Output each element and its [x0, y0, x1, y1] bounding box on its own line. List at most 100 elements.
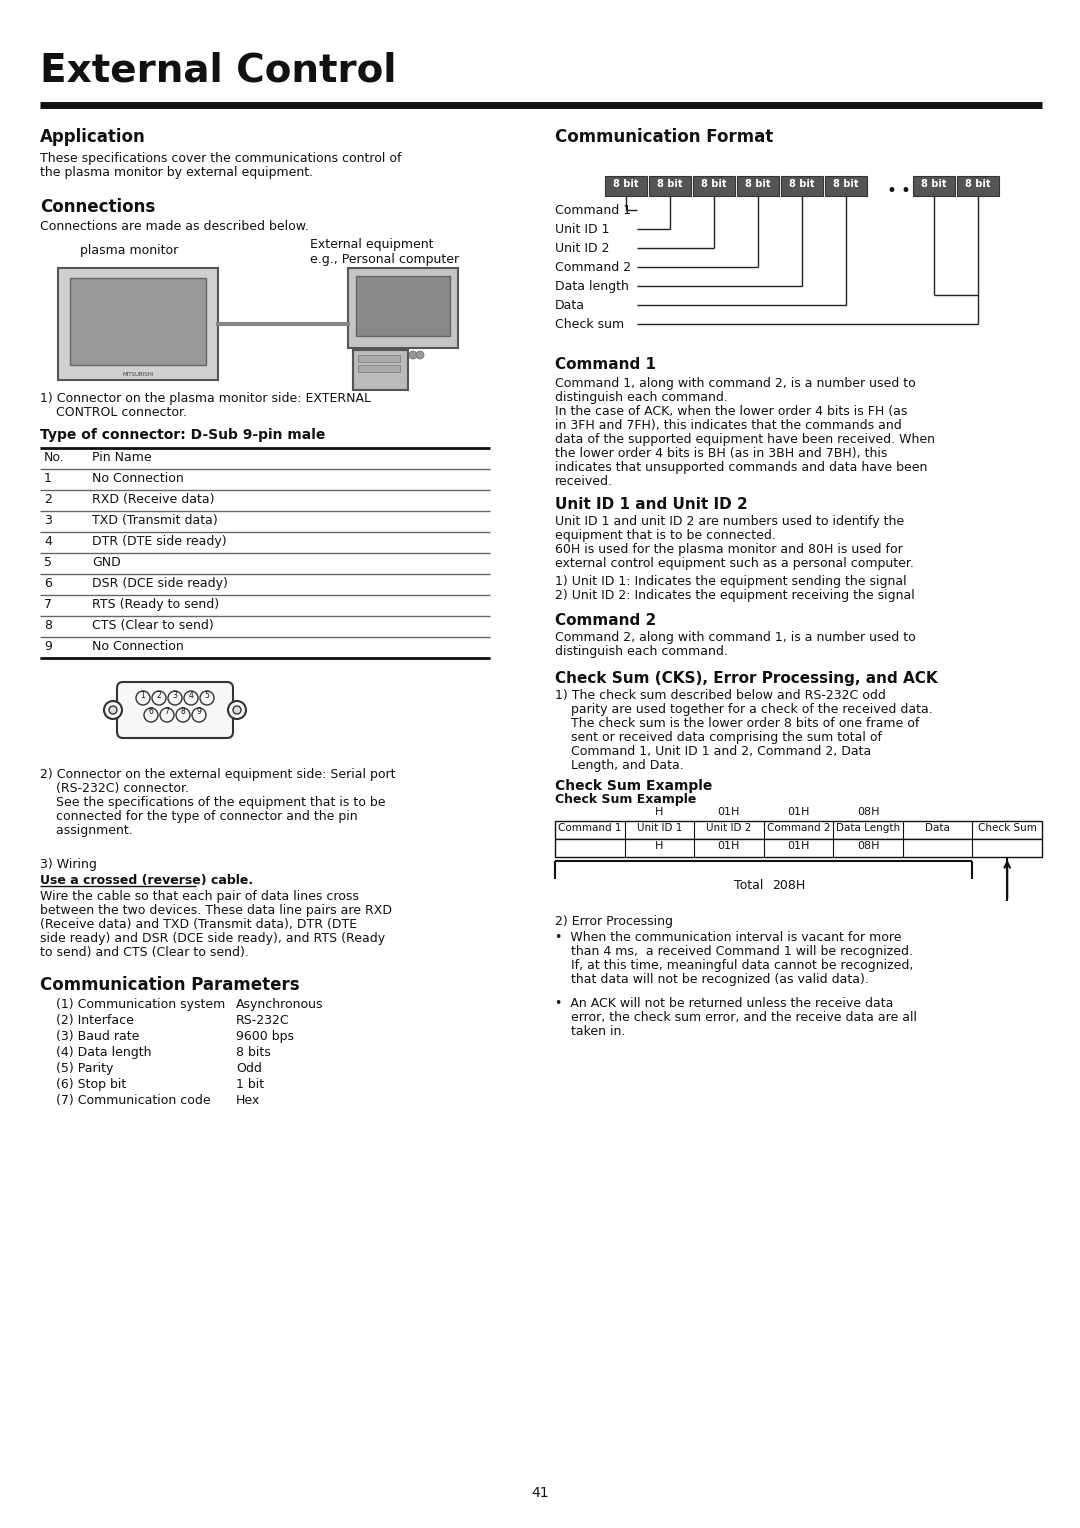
Text: H: H	[656, 840, 663, 851]
Text: 3: 3	[44, 513, 52, 527]
Text: Check sum: Check sum	[555, 318, 624, 332]
Bar	[356, 277, 450, 336]
Text: Check Sum Example: Check Sum Example	[555, 779, 713, 793]
Text: 3) Wiring: 3) Wiring	[40, 859, 97, 871]
Text: e.g., Personal computer: e.g., Personal computer	[310, 254, 459, 266]
Circle shape	[136, 691, 150, 704]
Bar	[825, 176, 867, 196]
Text: GND: GND	[92, 556, 121, 568]
Text: distinguish each command.: distinguish each command.	[555, 391, 728, 403]
Text: side ready) and DSR (DCE side ready), and RTS (Ready: side ready) and DSR (DCE side ready), an…	[40, 932, 386, 944]
Text: Total: Total	[734, 879, 764, 892]
Text: No Connection: No Connection	[92, 472, 184, 484]
Text: 2: 2	[157, 691, 161, 700]
Text: external control equipment such as a personal computer.: external control equipment such as a per…	[555, 558, 914, 570]
Text: Unit ID 2: Unit ID 2	[706, 824, 752, 833]
Text: 8 bit: 8 bit	[834, 179, 859, 189]
Text: indicates that unsupported commands and data have been: indicates that unsupported commands and …	[555, 461, 928, 474]
Text: No.: No.	[44, 451, 65, 465]
Text: Command 1: Command 1	[555, 205, 631, 217]
Text: 1: 1	[140, 691, 146, 700]
Bar	[781, 176, 823, 196]
Text: Check Sum: Check Sum	[977, 824, 1037, 833]
Text: Length, and Data.: Length, and Data.	[555, 759, 684, 772]
Text: (2) Interface: (2) Interface	[56, 1015, 134, 1027]
FancyBboxPatch shape	[117, 681, 233, 738]
Text: Command 1: Command 1	[555, 358, 656, 371]
Text: CONTROL connector.: CONTROL connector.	[40, 406, 187, 419]
Text: 2) Connector on the external equipment side: Serial port: 2) Connector on the external equipment s…	[40, 769, 395, 781]
Bar	[913, 176, 955, 196]
Circle shape	[184, 691, 198, 704]
Bar	[353, 350, 408, 390]
Text: RTS (Ready to send): RTS (Ready to send)	[92, 597, 219, 611]
Text: that data will not be recognized (as valid data).: that data will not be recognized (as val…	[555, 973, 869, 986]
Text: •: •	[886, 182, 896, 200]
Text: Command 2: Command 2	[555, 261, 631, 274]
Text: (7) Communication code: (7) Communication code	[56, 1094, 211, 1106]
Text: 8: 8	[44, 619, 52, 633]
Text: Data Length: Data Length	[836, 824, 900, 833]
Text: 2) Error Processing: 2) Error Processing	[555, 915, 673, 927]
Text: •: •	[900, 182, 910, 200]
Text: Unit ID 1 and unit ID 2 are numbers used to identify the: Unit ID 1 and unit ID 2 are numbers used…	[555, 515, 904, 529]
Text: Data: Data	[926, 824, 950, 833]
Text: Type of connector: D-Sub 9-pin male: Type of connector: D-Sub 9-pin male	[40, 428, 325, 442]
Text: RXD (Receive data): RXD (Receive data)	[92, 494, 215, 506]
Text: to send) and CTS (Clear to send).: to send) and CTS (Clear to send).	[40, 946, 248, 960]
Text: 208H: 208H	[772, 879, 805, 892]
Text: equipment that is to be connected.: equipment that is to be connected.	[555, 529, 775, 542]
Text: 1) The check sum described below and RS-232C odd: 1) The check sum described below and RS-…	[555, 689, 886, 701]
Text: Unit ID 2: Unit ID 2	[555, 241, 609, 255]
Text: (6) Stop bit: (6) Stop bit	[56, 1077, 126, 1091]
Circle shape	[233, 706, 241, 714]
Text: connected for the type of connector and the pin: connected for the type of connector and …	[40, 810, 357, 824]
Bar	[555, 839, 1042, 857]
Text: distinguish each command.: distinguish each command.	[555, 645, 728, 659]
Text: Connections: Connections	[40, 199, 156, 215]
Circle shape	[409, 351, 417, 359]
Circle shape	[416, 351, 424, 359]
Text: 1: 1	[44, 472, 52, 484]
Text: 7: 7	[44, 597, 52, 611]
Text: Unit ID 1: Unit ID 1	[637, 824, 683, 833]
Text: Hex: Hex	[237, 1094, 260, 1106]
Text: 8 bit: 8 bit	[745, 179, 771, 189]
Text: 1) Unit ID 1: Indicates the equipment sending the signal: 1) Unit ID 1: Indicates the equipment se…	[555, 575, 906, 588]
Text: plasma monitor: plasma monitor	[80, 244, 178, 257]
Text: •  When the communication interval is vacant for more: • When the communication interval is vac…	[555, 931, 902, 944]
Text: 9: 9	[197, 707, 202, 717]
Text: 6: 6	[149, 707, 153, 717]
Bar	[70, 278, 206, 365]
Circle shape	[109, 706, 117, 714]
Bar	[348, 267, 458, 348]
Text: 8: 8	[180, 707, 186, 717]
Text: Command 2: Command 2	[555, 613, 657, 628]
Text: Asynchronous: Asynchronous	[237, 998, 324, 1012]
Text: 8 bit: 8 bit	[701, 179, 727, 189]
Text: The check sum is the lower order 8 bits of one frame of: The check sum is the lower order 8 bits …	[555, 717, 919, 730]
Text: 8 bit: 8 bit	[789, 179, 814, 189]
Text: 7: 7	[164, 707, 170, 717]
Text: 8 bits: 8 bits	[237, 1047, 271, 1059]
Text: 2) Unit ID 2: Indicates the equipment receiving the signal: 2) Unit ID 2: Indicates the equipment re…	[555, 588, 915, 602]
Text: the plasma monitor by external equipment.: the plasma monitor by external equipment…	[40, 167, 313, 179]
Text: taken in.: taken in.	[555, 1025, 625, 1038]
Circle shape	[200, 691, 214, 704]
Text: between the two devices. These data line pairs are RXD: between the two devices. These data line…	[40, 905, 392, 917]
Text: Communication Format: Communication Format	[555, 128, 773, 147]
Text: data of the supported equipment have been received. When: data of the supported equipment have bee…	[555, 432, 935, 446]
Text: •  An ACK will not be returned unless the receive data: • An ACK will not be returned unless the…	[555, 996, 893, 1010]
Text: Command 2, along with command 1, is a number used to: Command 2, along with command 1, is a nu…	[555, 631, 916, 643]
Circle shape	[168, 691, 183, 704]
Text: 8 bit: 8 bit	[966, 179, 990, 189]
Text: External Control: External Control	[40, 52, 396, 90]
Text: error, the check sum error, and the receive data are all: error, the check sum error, and the rece…	[555, 1012, 917, 1024]
Text: No Connection: No Connection	[92, 640, 184, 652]
Circle shape	[192, 707, 206, 723]
Text: (3) Baud rate: (3) Baud rate	[56, 1030, 139, 1044]
Text: 01H: 01H	[787, 807, 810, 817]
Text: DSR (DCE side ready): DSR (DCE side ready)	[92, 578, 228, 590]
Bar	[123, 688, 227, 732]
Circle shape	[104, 701, 122, 720]
